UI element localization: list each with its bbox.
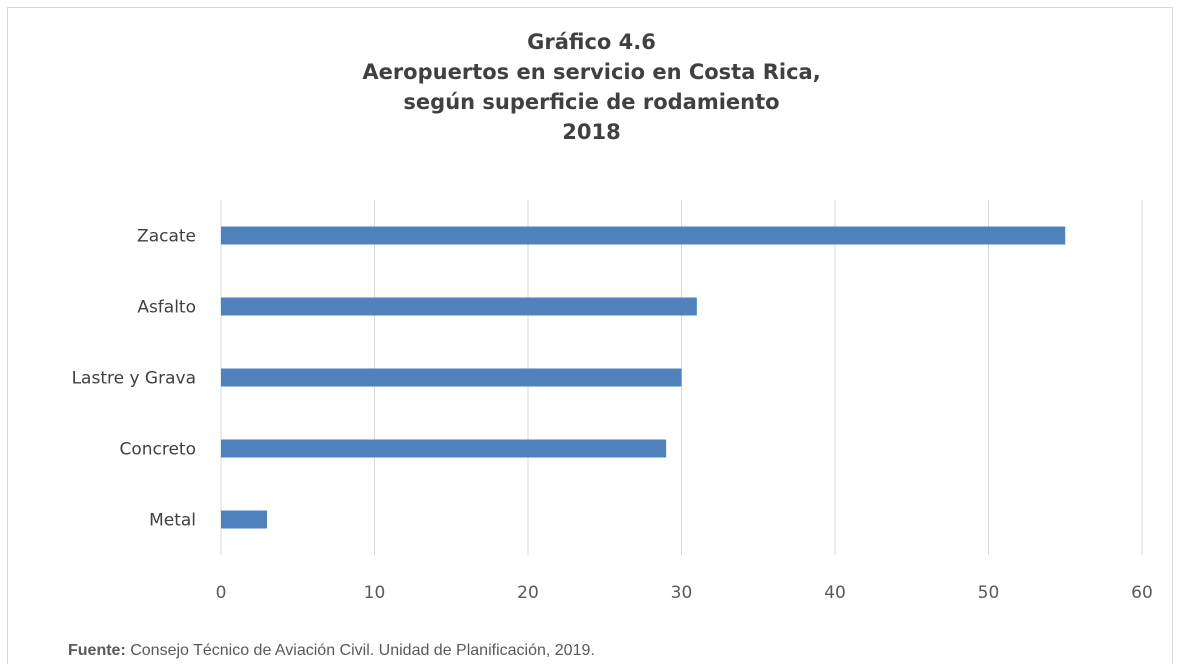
chart-title-line-3: según superficie de rodamiento: [403, 90, 780, 114]
x-tick-label: 60: [1131, 583, 1153, 603]
chart-frame: [7, 7, 1173, 664]
x-tick-label: 0: [216, 583, 227, 603]
bar-lastre-y-grava: [221, 368, 682, 387]
chart-title: Gráfico 4.6 Aeropuertos en servicio en C…: [0, 27, 1183, 147]
chart-title-line-1: Gráfico 4.6: [527, 30, 656, 54]
source-text: Consejo Técnico de Aviación Civil. Unida…: [125, 642, 595, 659]
chart-title-line-4: 2018: [562, 120, 621, 144]
x-tick-label: 40: [824, 583, 846, 603]
x-tick-label: 20: [517, 583, 539, 603]
category-label: Zacate: [137, 227, 196, 247]
x-tick-labels: 0 10 20 30 40 50 60: [216, 583, 1153, 603]
bar-asfalto: [221, 297, 697, 316]
x-tick-label: 10: [364, 583, 386, 603]
bar-zacate: [221, 226, 1066, 245]
x-tick-label: 50: [978, 583, 1000, 603]
category-label: Lastre y Grava: [72, 369, 196, 389]
x-tick-label: 30: [671, 583, 693, 603]
bar-concreto: [221, 439, 667, 458]
source-note: Fuente: Consejo Técnico de Aviación Civi…: [68, 642, 595, 660]
category-labels: Zacate Asfalto Lastre y Grava Concreto Metal: [72, 227, 196, 531]
chart-title-line-2: Aeropuertos en servicio en Costa Rica,: [362, 60, 821, 84]
source-label: Fuente:: [68, 642, 126, 659]
category-label: Asfalto: [137, 298, 196, 318]
category-label: Metal: [149, 511, 196, 531]
category-label: Concreto: [119, 440, 196, 460]
bar-metal: [221, 510, 268, 529]
bars: [221, 226, 1066, 529]
